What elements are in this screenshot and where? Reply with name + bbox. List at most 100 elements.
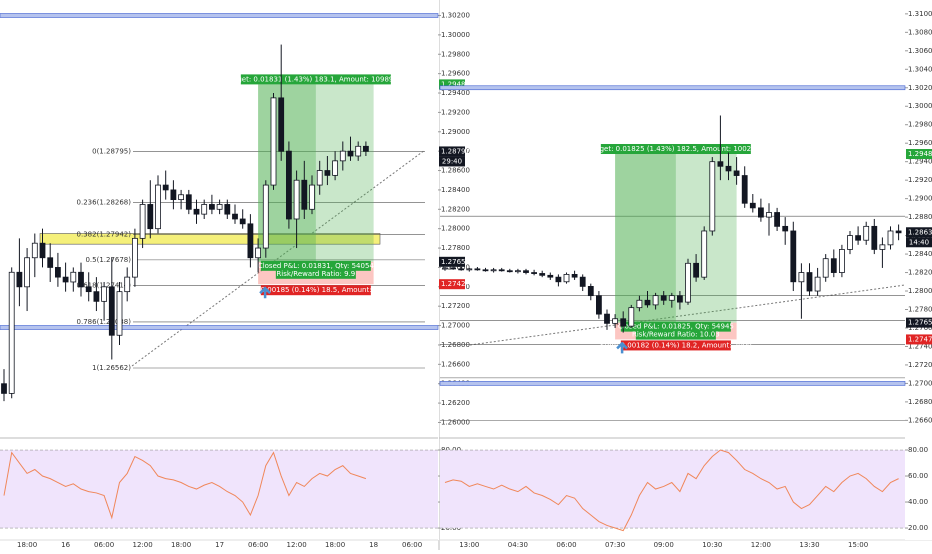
indicator-tick-label: 20.00: [908, 524, 928, 532]
candle-body: [47, 257, 54, 268]
x-tick-label: 16: [61, 541, 70, 549]
candle-body: [749, 202, 756, 209]
candle-body: [62, 276, 69, 283]
position-label: Target: 0.01825 (1.43%) 182.5, Amount: 1…: [588, 145, 762, 153]
candle-body: [506, 270, 513, 273]
candle-body: [677, 295, 683, 303]
candle-body: [733, 170, 740, 176]
candle-body: [309, 184, 315, 210]
candle-body: [239, 218, 246, 225]
price-tag: [439, 256, 465, 267]
label-bg: [620, 321, 731, 332]
candle-body: [539, 273, 546, 276]
candle-body: [262, 184, 269, 249]
candle-body: [847, 235, 853, 250]
y-tick-label: 1.29600: [908, 139, 932, 147]
x-tick-label: 06:00: [402, 541, 422, 549]
candle-body: [571, 273, 578, 278]
candle-body: [814, 276, 821, 292]
candle-body: [709, 161, 716, 232]
horizontal-line: [439, 85, 906, 91]
candle-body: [24, 257, 31, 288]
price-tag: [439, 79, 465, 90]
candle-body: [693, 262, 699, 278]
candle-body: [170, 189, 177, 201]
trend-line: [131, 149, 426, 367]
x-tick-label: 18:00: [325, 541, 345, 549]
candle-body: [70, 271, 77, 283]
price-tag: [906, 317, 932, 328]
candle-body: [717, 161, 724, 167]
fib-label: 0(1.28795): [92, 148, 131, 156]
candle-body: [216, 204, 223, 210]
candle-body: [355, 145, 362, 157]
candle-body: [879, 244, 886, 250]
candle-body: [515, 270, 521, 273]
candle-body: [332, 160, 339, 176]
y-tick-label: 1.27000: [441, 322, 470, 330]
candle-body: [293, 179, 300, 220]
position-label: Closed P&L: 0.01831, Qty: 54054: [258, 262, 375, 270]
candle-body: [1, 383, 7, 394]
closed-zone: [615, 154, 676, 323]
label-bg: [275, 268, 356, 279]
y-tick-label: 1.27600: [441, 263, 470, 271]
x-tick-label: 12:00: [133, 541, 153, 549]
y-tick-label: 1.28200: [441, 205, 470, 213]
indicator-band: [440, 450, 905, 529]
y-tick-label: 1.29800: [441, 50, 470, 58]
price-axis: [438, 0, 439, 540]
candle-body: [579, 276, 586, 287]
candle-body: [8, 271, 15, 394]
candle-body: [131, 237, 138, 278]
price-tag-label: 1.28636: [908, 228, 932, 236]
candle-body: [31, 242, 38, 259]
price-tag-label: 1.29489: [441, 80, 470, 88]
candle-body: [895, 230, 902, 234]
y-tick-label: 1.28400: [441, 186, 470, 194]
x-tick-label: 18: [369, 541, 378, 549]
candle-body: [871, 225, 878, 250]
candle-body: [782, 225, 789, 232]
candle-body: [596, 295, 602, 315]
candle-body: [725, 165, 732, 172]
candle-body: [806, 272, 813, 292]
horizontal-line: [0, 13, 439, 18]
y-tick-label: 1.27000: [908, 379, 932, 387]
x-tick-label: 12:00: [751, 541, 771, 549]
y-tick-label: 1.28000: [441, 225, 470, 233]
candle-body: [155, 184, 161, 230]
y-tick-label: 1.29400: [441, 89, 470, 97]
x-tick-label: 06:00: [248, 541, 268, 549]
trend-line: [469, 284, 906, 346]
label-bg: [240, 74, 391, 85]
candle-body: [301, 179, 308, 210]
position-label: Target: 0.01831 (1.43%) 183.1, Amount: 1…: [226, 75, 404, 83]
candle-body: [822, 258, 829, 278]
candle-body: [766, 212, 772, 218]
candle-body: [482, 269, 489, 272]
y-tick-label: 1.28200: [908, 269, 932, 277]
countdown-tag: [439, 156, 465, 167]
price-tag: [439, 146, 465, 157]
x-tick-label: 17: [215, 541, 224, 549]
x-tick-label: 18:00: [171, 541, 191, 549]
indicator-band: [0, 450, 438, 529]
candle-body: [147, 204, 154, 230]
candle-body: [798, 272, 805, 283]
candle-body: [85, 286, 92, 293]
x-tick-label: 09:00: [654, 541, 674, 549]
price-tag: [906, 149, 932, 160]
candle-body: [55, 267, 61, 278]
fib-label: 0.5(1.27678): [85, 256, 131, 264]
candle-body: [124, 276, 131, 293]
candle-body: [224, 204, 231, 215]
candle-body: [232, 213, 238, 220]
candle-body: [39, 242, 46, 259]
y-tick-label: 1.27800: [441, 244, 470, 252]
candle-body: [162, 184, 169, 191]
candle-body: [620, 318, 627, 327]
candle-body: [185, 194, 192, 210]
